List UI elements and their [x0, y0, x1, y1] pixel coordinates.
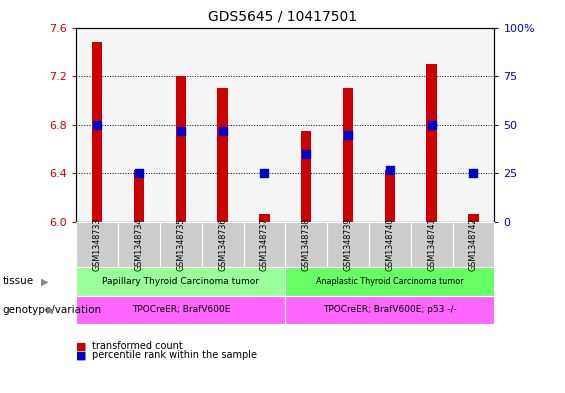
Bar — [92, 42, 102, 222]
Text: GSM1348735: GSM1348735 — [176, 218, 185, 272]
Text: TPOCreER; BrafV600E; p53 -/-: TPOCreER; BrafV600E; p53 -/- — [323, 305, 457, 314]
Bar — [259, 213, 270, 222]
Text: GSM1348737: GSM1348737 — [260, 218, 269, 272]
Text: GSM1348733: GSM1348733 — [93, 218, 102, 271]
Text: genotype/variation: genotype/variation — [3, 305, 102, 315]
Bar — [343, 88, 353, 222]
Text: ■: ■ — [76, 341, 87, 351]
Bar — [218, 88, 228, 222]
Text: GSM1348736: GSM1348736 — [218, 218, 227, 271]
Text: GSM1348741: GSM1348741 — [427, 218, 436, 271]
Text: GDS5645 / 10417501: GDS5645 / 10417501 — [208, 10, 357, 24]
Text: ▶: ▶ — [47, 305, 54, 315]
Text: GSM1348740: GSM1348740 — [385, 218, 394, 271]
Point — [302, 151, 311, 157]
Text: transformed count: transformed count — [92, 341, 183, 351]
Text: percentile rank within the sample: percentile rank within the sample — [92, 350, 257, 360]
Bar — [385, 170, 395, 222]
Text: tissue: tissue — [3, 276, 34, 286]
Point — [385, 166, 394, 173]
Text: ■: ■ — [76, 350, 87, 360]
Text: ▶: ▶ — [41, 276, 49, 286]
Point — [93, 122, 102, 128]
Bar — [468, 213, 479, 222]
Text: GSM1348739: GSM1348739 — [344, 218, 353, 272]
Point — [427, 122, 436, 128]
Text: GSM1348738: GSM1348738 — [302, 218, 311, 271]
Point — [218, 127, 227, 134]
Bar — [301, 131, 311, 222]
Bar — [176, 76, 186, 222]
Point — [134, 170, 144, 176]
Point — [260, 170, 269, 176]
Text: Anaplastic Thyroid Carcinoma tumor: Anaplastic Thyroid Carcinoma tumor — [316, 277, 464, 286]
Bar — [134, 170, 144, 222]
Point — [344, 131, 353, 138]
Point — [176, 127, 185, 134]
Text: TPOCreER; BrafV600E: TPOCreER; BrafV600E — [132, 305, 230, 314]
Point — [469, 170, 478, 176]
Bar — [427, 64, 437, 222]
Text: GSM1348734: GSM1348734 — [134, 218, 144, 271]
Text: Papillary Thyroid Carcinoma tumor: Papillary Thyroid Carcinoma tumor — [102, 277, 259, 286]
Text: GSM1348742: GSM1348742 — [469, 218, 478, 272]
